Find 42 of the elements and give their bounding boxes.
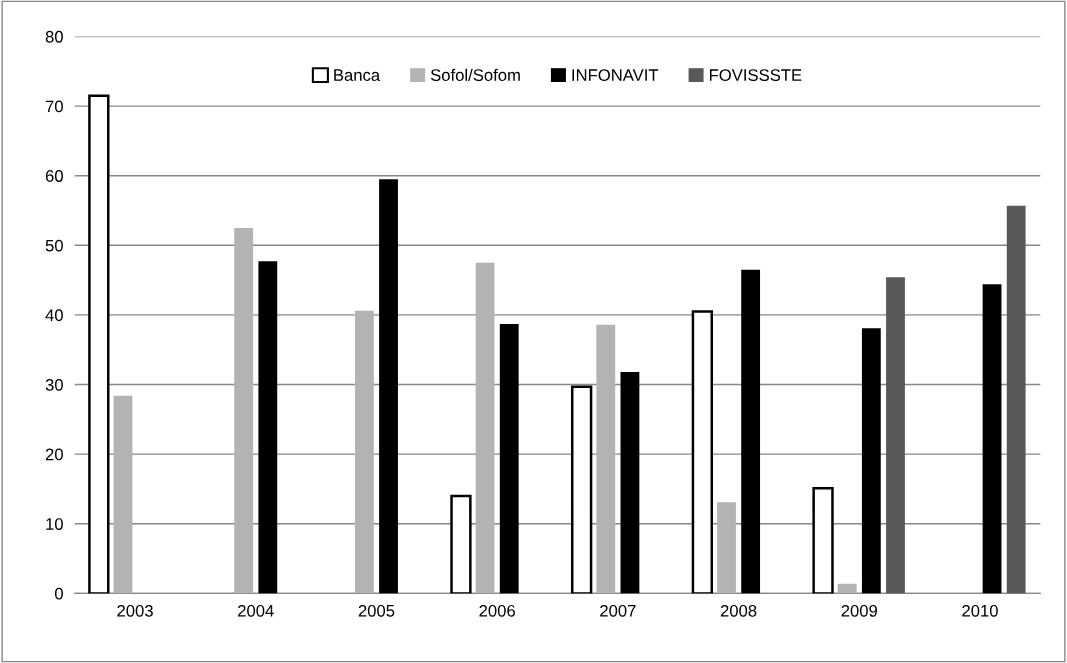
y-tick-label: 40 <box>45 309 63 322</box>
y-tick-label: 10 <box>46 518 63 530</box>
y-tick-label: 50 <box>45 239 63 252</box>
y-tick-label: 30 <box>45 378 63 391</box>
legend-label: Sofol/Sofom <box>430 68 520 81</box>
x-tick-label: 2007 <box>600 604 636 617</box>
bar <box>812 487 834 594</box>
bar <box>450 494 472 594</box>
x-tick-label: 2008 <box>720 604 757 617</box>
bar <box>620 372 640 594</box>
bar <box>234 227 254 594</box>
y-tick-label: 80 <box>45 30 63 43</box>
y-tick-label: 60 <box>45 170 63 182</box>
y-tick-label: 70 <box>45 100 63 113</box>
bar <box>596 324 616 594</box>
bar <box>717 502 736 594</box>
y-tick-label: 20 <box>45 448 63 461</box>
bar <box>354 310 374 594</box>
legend-label: FOVISSSTE <box>709 69 802 81</box>
bar <box>379 179 398 594</box>
y-tick-label: 0 <box>54 587 63 600</box>
bar <box>1006 205 1026 594</box>
bar <box>741 269 761 594</box>
bar <box>113 395 133 594</box>
bar <box>982 284 1002 594</box>
bar <box>475 262 495 594</box>
bar <box>691 310 714 594</box>
bar <box>861 328 881 594</box>
x-tick-label: 2005 <box>358 604 395 617</box>
x-tick-label: 2009 <box>841 604 878 617</box>
legend-label: Banca <box>334 69 381 81</box>
x-tick-label: 2003 <box>117 604 153 617</box>
legend-label: INFONAVIT <box>572 69 659 81</box>
x-tick-label: 2010 <box>962 604 998 617</box>
bar <box>258 261 278 594</box>
bar <box>886 277 905 594</box>
bar <box>570 385 593 594</box>
x-tick-label: 2004 <box>238 604 274 617</box>
bar <box>837 583 857 594</box>
bar <box>499 323 519 594</box>
bar <box>88 94 110 594</box>
x-tick-label: 2006 <box>479 604 515 617</box>
